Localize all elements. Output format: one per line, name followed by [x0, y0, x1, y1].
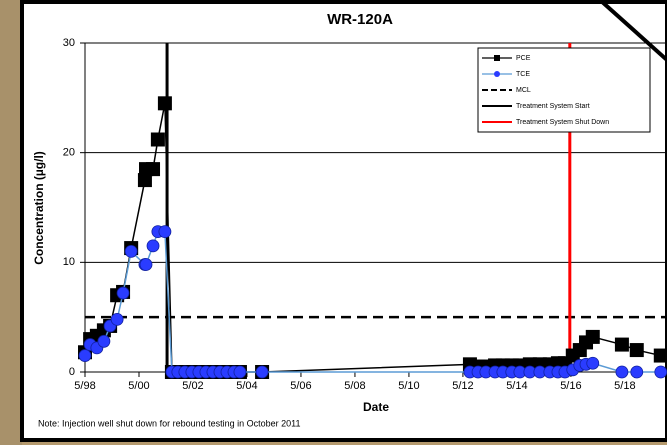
marker: [255, 365, 269, 379]
marker: [137, 173, 152, 188]
x-tick-label: 5/98: [74, 380, 95, 392]
y-axis-label: Concentration (µg/l): [32, 151, 46, 265]
marker: [654, 365, 667, 379]
x-tick-label: 5/12: [452, 380, 473, 392]
x-tick-label: 5/00: [128, 380, 149, 392]
legend-label: MCL: [516, 87, 531, 94]
marker: [139, 258, 153, 271]
legend-label: TCE: [516, 71, 530, 78]
chart-title: WR-120A: [327, 11, 393, 28]
marker: [630, 365, 644, 379]
marker: [78, 349, 92, 362]
x-tick-label: 5/16: [560, 380, 581, 392]
marker: [586, 356, 600, 370]
y-tick-label: 30: [63, 37, 75, 49]
marker: [157, 96, 172, 111]
x-tick-label: 5/08: [344, 380, 365, 392]
legend-marker: [494, 55, 500, 61]
marker: [110, 312, 124, 326]
x-tick-label: 5/18: [614, 380, 635, 392]
marker: [146, 162, 161, 177]
x-tick-label: 5/06: [290, 380, 311, 392]
legend-marker: [494, 71, 500, 77]
marker: [653, 348, 667, 363]
marker: [97, 334, 111, 348]
y-tick-label: 20: [63, 147, 75, 159]
marker: [146, 239, 160, 253]
legend-label: Treatment System Shut Down: [516, 119, 609, 126]
marker: [585, 329, 600, 344]
y-tick-label: 0: [69, 366, 75, 378]
marker: [615, 365, 629, 379]
marker: [233, 365, 247, 379]
note: Note: Injection well shut down for rebou…: [38, 418, 301, 428]
map-feature: [598, 0, 667, 62]
legend-box: [477, 47, 651, 133]
x-axis-label: Date: [363, 400, 389, 414]
marker: [150, 132, 165, 147]
x-tick-label: 5/10: [398, 380, 419, 392]
marker: [158, 225, 172, 239]
y-tick-label: 10: [63, 256, 75, 268]
marker: [614, 337, 629, 352]
x-tick-label: 5/02: [182, 380, 203, 392]
legend: PCE TCE MCL Treatment System Start Treatment…: [477, 47, 651, 133]
x-tick-label: 5/14: [506, 380, 527, 392]
marker: [124, 244, 138, 258]
marker: [116, 286, 130, 300]
legend-label: Treatment System Start: [516, 103, 590, 110]
marker: [629, 343, 644, 358]
x-tick-label: 5/04: [236, 380, 257, 392]
legend-label: PCE: [516, 55, 531, 62]
map-background: [0, 0, 22, 445]
